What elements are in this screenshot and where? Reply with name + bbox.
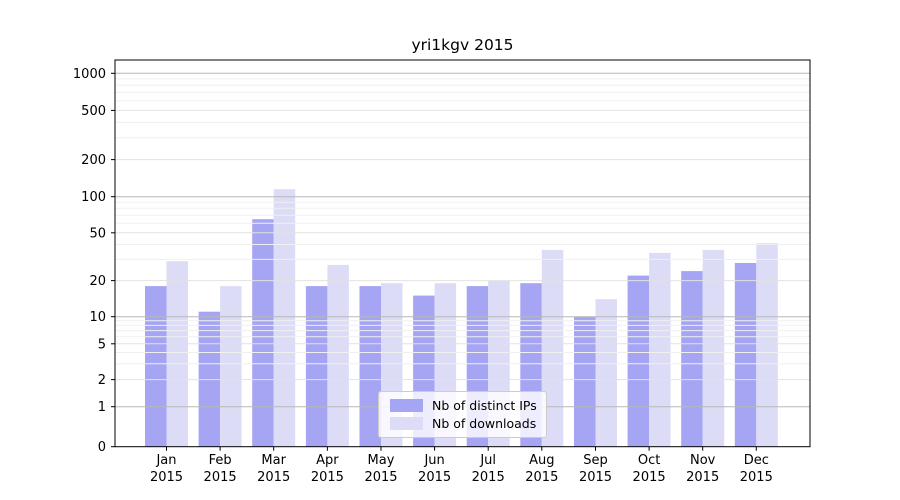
y-tick-label-500: 500 xyxy=(81,104,106,119)
bar-downloads-mar xyxy=(273,189,296,447)
x-tick-label-month-oct: Oct xyxy=(638,453,660,468)
legend-swatch-distinct-ips xyxy=(390,399,423,412)
bar-distinct-ips-oct xyxy=(627,275,650,447)
x-tick-label-year-oct: 2015 xyxy=(633,470,666,485)
bar-distinct-ips-jan xyxy=(145,286,167,447)
x-tick-label-year-dec: 2015 xyxy=(740,470,773,485)
x-tick-label-month-dec: Dec xyxy=(744,453,769,468)
plot-border xyxy=(114,59,811,448)
chart-title: yri1kgv 2015 xyxy=(411,36,514,54)
bar-downloads-jan xyxy=(166,261,188,447)
legend-item-downloads: Nb of downloads xyxy=(390,416,538,431)
x-tick-label-month-feb: Feb xyxy=(209,453,232,468)
bar-downloads-feb xyxy=(220,286,242,447)
legend-item-distinct-ips: Nb of distinct IPs xyxy=(390,398,538,413)
x-tick-label-month-jun: Jun xyxy=(423,453,444,468)
x-tick-label-year-jan: 2015 xyxy=(150,470,183,485)
bar-downloads-dec xyxy=(756,243,778,447)
bar-distinct-ips-dec xyxy=(734,263,757,447)
x-tick-label-month-mar: Mar xyxy=(261,453,286,468)
y-tick-label-1: 1 xyxy=(98,400,106,415)
bar-downloads-sep xyxy=(595,299,617,447)
bar-downloads-aug xyxy=(541,249,564,447)
x-tick-label-month-may: May xyxy=(368,453,395,468)
bar-distinct-ips-sep xyxy=(574,316,596,447)
bar-distinct-ips-nov xyxy=(681,271,703,447)
y-tick-label-5: 5 xyxy=(98,337,106,352)
y-tick-label-50: 50 xyxy=(89,226,106,241)
x-tick-label-year-mar: 2015 xyxy=(257,470,290,485)
x-tick-label-month-apr: Apr xyxy=(316,453,339,468)
bar-downloads-oct xyxy=(649,252,671,447)
x-tick-label-year-feb: 2015 xyxy=(204,470,237,485)
y-tick-label-1000: 1000 xyxy=(73,67,106,82)
legend-label-distinct-ips: Nb of distinct IPs xyxy=(432,398,537,413)
bar-downloads-apr xyxy=(327,264,349,447)
bar-downloads-nov xyxy=(702,249,725,447)
y-tick-label-20: 20 xyxy=(89,274,106,289)
x-tick-label-year-jul: 2015 xyxy=(472,470,505,485)
x-tick-label-year-may: 2015 xyxy=(364,470,397,485)
legend-label-downloads: Nb of downloads xyxy=(432,416,537,431)
bar-distinct-ips-mar xyxy=(252,219,274,447)
x-tick-label-year-nov: 2015 xyxy=(686,470,719,485)
x-tick-label-month-sep: Sep xyxy=(583,453,608,468)
x-tick-label-year-jun: 2015 xyxy=(418,470,451,485)
x-tick-label-month-nov: Nov xyxy=(690,453,716,468)
y-tick-label-100: 100 xyxy=(81,190,106,205)
x-tick-label-month-aug: Aug xyxy=(529,453,554,468)
y-tick-label-10: 10 xyxy=(89,310,106,325)
y-tick-label-200: 200 xyxy=(81,153,106,168)
bar-distinct-ips-apr xyxy=(305,286,328,447)
x-tick-label-year-aug: 2015 xyxy=(525,470,558,485)
x-tick-label-month-jul: Jul xyxy=(479,453,496,468)
x-tick-label-month-jan: Jan xyxy=(155,453,176,468)
y-tick-label-0: 0 xyxy=(98,440,106,455)
y-tick-label-2: 2 xyxy=(98,373,106,388)
x-tick-label-year-apr: 2015 xyxy=(311,470,344,485)
x-tick-label-year-sep: 2015 xyxy=(579,470,612,485)
legend-swatch-downloads xyxy=(390,417,423,430)
legend: Nb of distinct IPs Nb of downloads xyxy=(378,391,547,438)
